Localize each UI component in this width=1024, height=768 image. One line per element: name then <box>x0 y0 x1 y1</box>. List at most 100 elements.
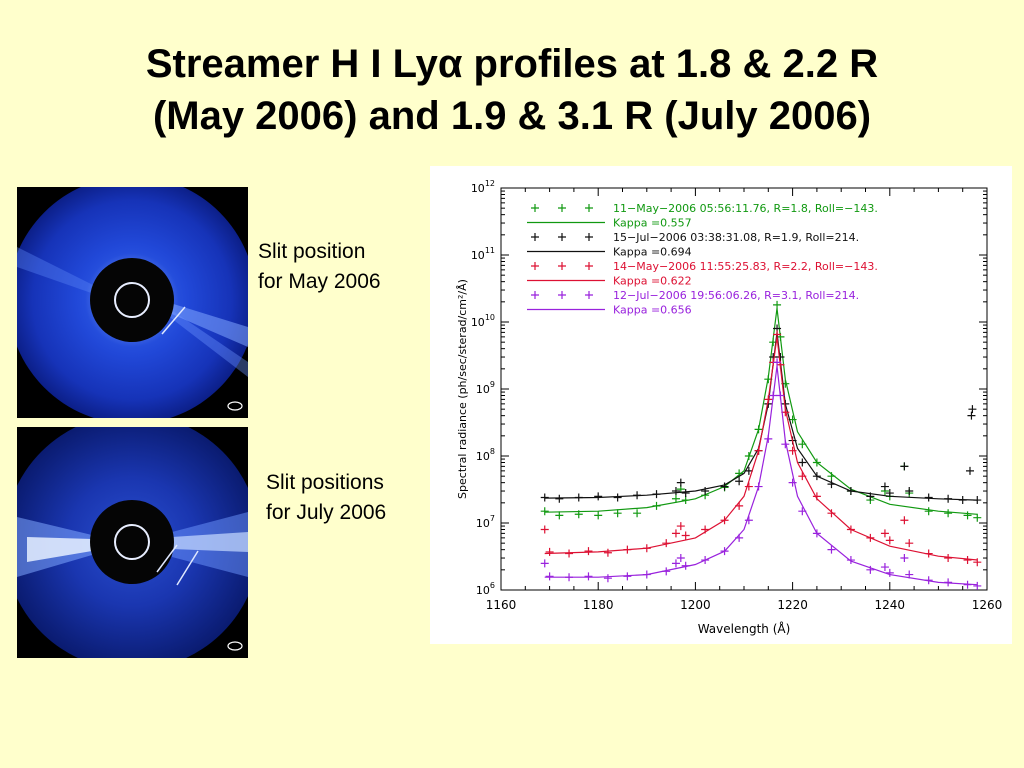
legend-marker-series-3 <box>531 262 539 270</box>
data-point-series-2 <box>968 405 977 414</box>
x-tick-label: 1160 <box>486 598 517 612</box>
data-point-series-4 <box>900 554 909 563</box>
data-point-series-4 <box>744 516 753 525</box>
y-tick-label: 1011 <box>471 246 495 262</box>
data-point-series-4 <box>773 358 782 367</box>
caption-july-2006: Slit positions for July 2006 <box>266 468 386 528</box>
data-point-series-2 <box>676 478 685 487</box>
data-point-series-1 <box>574 510 583 519</box>
data-point-series-3 <box>540 525 549 534</box>
data-point-series-2 <box>827 480 836 489</box>
y-tick-exponent: 9 <box>490 380 495 389</box>
data-point-series-3 <box>798 472 807 481</box>
data-point-series-4 <box>676 554 685 563</box>
data-point-series-2 <box>866 492 875 501</box>
data-point-series-2 <box>776 353 785 362</box>
data-point-series-4 <box>781 440 790 449</box>
data-point-series-3 <box>744 482 753 491</box>
data-point-series-2 <box>905 487 914 496</box>
legend-label-series-3: 14−May−2006 11:55:25.83, R=2.2, Roll=−14… <box>613 260 878 273</box>
data-point-series-1 <box>633 509 642 518</box>
y-tick-exponent: 11 <box>485 246 495 255</box>
data-point-series-3 <box>671 529 680 538</box>
y-tick-exponent: 6 <box>490 581 495 590</box>
data-point-series-3 <box>603 548 612 557</box>
data-point-series-2 <box>633 491 642 500</box>
legend-marker-series-2 <box>531 233 539 241</box>
caption-july-line-2: for July 2006 <box>266 501 387 524</box>
data-point-series-2 <box>944 494 953 503</box>
coronagraph-image-may-2006 <box>17 187 248 418</box>
data-point-series-4 <box>776 391 785 400</box>
y-tick-label: 1012 <box>471 179 495 195</box>
data-point-series-2 <box>555 494 564 503</box>
caption-may-line-2: for May 2006 <box>258 270 381 293</box>
data-point-series-2 <box>681 489 690 498</box>
data-point-series-2 <box>846 487 855 496</box>
data-point-series-1 <box>652 501 661 510</box>
data-point-series-4 <box>584 572 593 581</box>
data-point-series-1 <box>671 494 680 503</box>
data-point-series-4 <box>545 572 554 581</box>
legend-marker-series-3 <box>558 262 566 270</box>
legend-label-series-2: 15−Jul−2006 03:38:31.08, R=1.9, Roll=214… <box>613 231 859 244</box>
caption-may-2006: Slit position for May 2006 <box>258 237 381 297</box>
y-tick-exponent: 10 <box>485 313 495 322</box>
data-point-series-3 <box>720 516 729 525</box>
data-point-series-4 <box>880 563 889 572</box>
data-point-series-4 <box>735 533 744 542</box>
data-point-series-4 <box>540 559 549 568</box>
legend-fit-label-series-1: Kappa =0.557 <box>613 217 692 230</box>
coronagraph-image-july-2006 <box>17 427 248 658</box>
data-point-series-2 <box>613 493 622 502</box>
data-point-series-4 <box>565 573 574 582</box>
data-point-series-2 <box>924 493 933 502</box>
fit-line-series-4 <box>544 366 978 586</box>
data-point-series-4 <box>662 567 671 576</box>
data-point-series-3 <box>905 539 914 548</box>
data-point-series-4 <box>866 565 875 574</box>
legend-fit-label-series-4: Kappa =0.656 <box>613 304 692 317</box>
data-point-series-4 <box>963 580 972 589</box>
legend-marker-series-2 <box>585 233 593 241</box>
data-point-series-1 <box>540 507 549 516</box>
data-point-series-2 <box>973 496 982 505</box>
slide-title: Streamer H I Lyα profiles at 1.8 & 2.2 R… <box>0 38 1024 142</box>
data-point-series-4 <box>885 568 894 577</box>
y-tick-label: 1010 <box>471 313 495 329</box>
data-point-series-1 <box>812 458 821 467</box>
spectrum-chart: 1160 1180 1200 1220 1240 12601061071081091010… <box>456 179 1002 636</box>
x-tick-label: 1240 <box>875 598 906 612</box>
data-point-series-2 <box>965 466 974 475</box>
y-tick-base: 10 <box>476 383 490 396</box>
fit-line-series-1 <box>544 308 978 515</box>
data-point-series-2 <box>880 482 889 491</box>
data-point-series-2 <box>958 496 967 505</box>
data-point-series-4 <box>812 529 821 538</box>
x-tick-label: 1220 <box>777 598 808 612</box>
legend-marker-series-4 <box>531 291 539 299</box>
y-tick-exponent: 12 <box>485 179 495 188</box>
legend-fit-label-series-3: Kappa =0.622 <box>613 275 692 288</box>
data-point-series-2 <box>967 411 976 420</box>
y-tick-label: 106 <box>476 581 495 597</box>
data-point-series-2 <box>701 487 710 496</box>
data-point-series-4 <box>944 578 953 587</box>
data-point-series-3 <box>662 539 671 548</box>
data-point-series-4 <box>764 434 773 443</box>
y-tick-base: 10 <box>471 316 485 329</box>
legend-label-series-4: 12−Jul−2006 19:56:06.26, R=3.1, Roll=214… <box>613 289 859 302</box>
legend-marker-series-1 <box>585 204 593 212</box>
x-tick-label: 1180 <box>583 598 614 612</box>
data-point-series-4 <box>623 572 632 581</box>
legend-marker-series-2 <box>558 233 566 241</box>
data-point-series-3 <box>944 554 953 563</box>
y-tick-label: 107 <box>476 514 495 530</box>
data-point-series-2 <box>885 489 894 498</box>
fit-line-series-3 <box>544 336 978 561</box>
legend-marker-series-1 <box>531 204 539 212</box>
slide-title-line-1: Streamer H I Lyα profiles at 1.8 & 2.2 R <box>145 42 879 86</box>
legend-marker-series-4 <box>585 291 593 299</box>
data-point-series-3 <box>764 395 773 404</box>
y-tick-label: 108 <box>476 447 495 463</box>
